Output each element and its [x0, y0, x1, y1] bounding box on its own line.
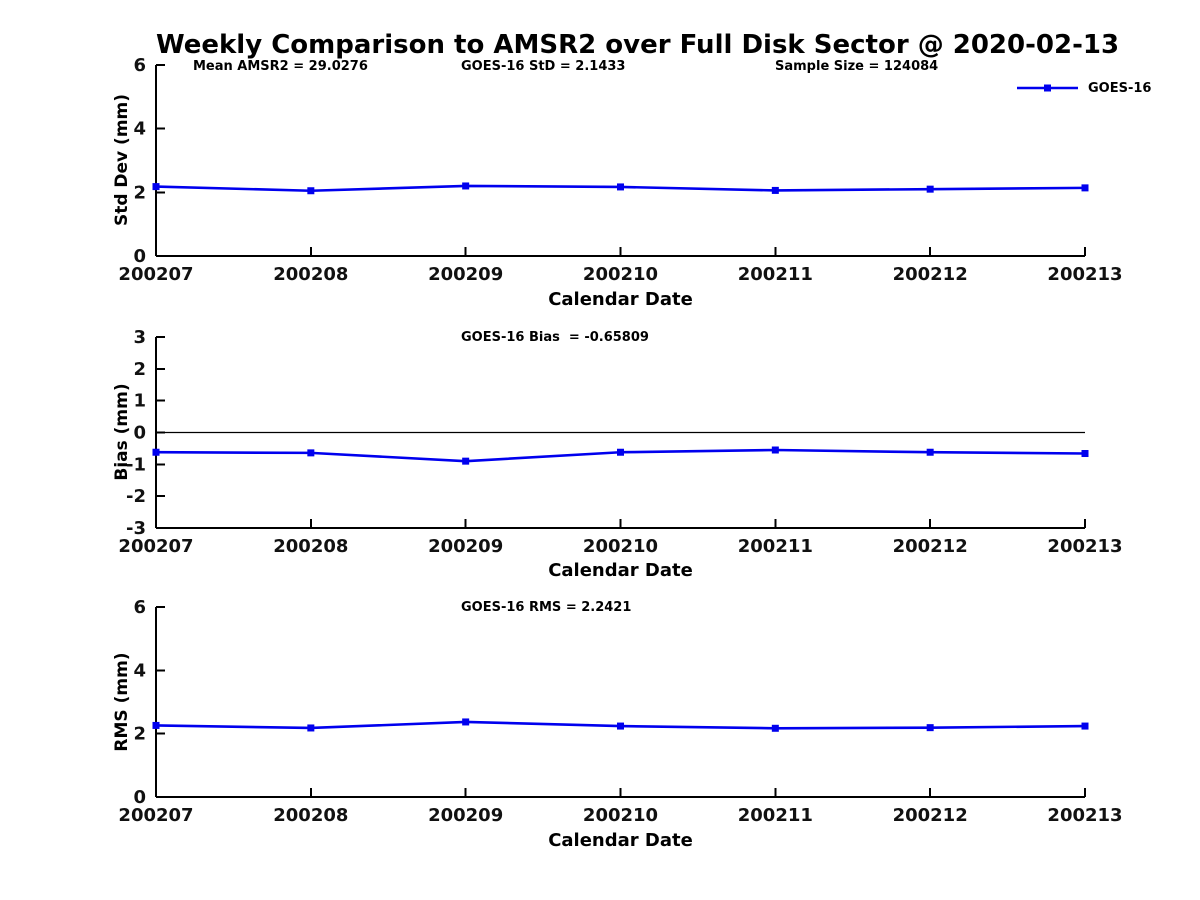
y-tick-label: 0	[133, 423, 146, 444]
legend-swatch	[1017, 84, 1078, 92]
annotation-mean-amsr2: Mean AMSR2 = 29.0276	[193, 59, 368, 74]
annotation-sample-size: Sample Size = 124084	[775, 59, 939, 74]
data-point-marker	[462, 718, 470, 726]
data-point-marker	[926, 185, 934, 193]
y-tick-label: 6	[133, 55, 146, 76]
x-tick-label: 200207	[118, 805, 193, 826]
y-tick-label: 0	[133, 246, 146, 267]
data-point-marker	[152, 183, 160, 191]
x-tick-label: 200208	[273, 536, 348, 557]
y-tick-label: 6	[133, 597, 146, 618]
data-point-marker	[307, 724, 315, 732]
x-tick-label: 200211	[738, 264, 813, 285]
legend-label: GOES-16	[1088, 80, 1152, 96]
x-tick-label: 200209	[428, 536, 503, 557]
data-point-marker	[617, 183, 624, 191]
legend-square-marker-icon	[1044, 84, 1051, 92]
x-tick-label: 200212	[893, 536, 968, 557]
xlabel-rms: Calendar Date	[548, 830, 693, 851]
chart-std_dev: 0 2 4 6 200207 200208 200209 200210 200211 200212…	[118, 55, 1122, 285]
y-tick-label: 4	[133, 119, 146, 140]
x-tick-label: 200210	[583, 536, 658, 557]
y-tick-label: -3	[126, 518, 146, 539]
y-tick-label: 2	[133, 359, 146, 380]
x-tick-label: 200212	[893, 805, 968, 826]
figure-title: Weekly Comparison to AMSR2 over Full Dis…	[156, 30, 1120, 60]
data-point-marker	[462, 457, 470, 465]
y-tick-label: 3	[133, 327, 146, 348]
x-tick-label: 200210	[583, 264, 658, 285]
chart-rms: 0 2 4 6 200207 200208 200209 200210 200211 200212…	[118, 597, 1122, 826]
x-tick-label: 200212	[893, 264, 968, 285]
annotation-goes16-bias: GOES-16 Bias = -0.65809	[461, 330, 649, 345]
y-tick-label: -2	[126, 486, 146, 507]
x-tick-label: 200209	[428, 264, 503, 285]
x-tick-label: 200207	[118, 264, 193, 285]
data-point-marker	[307, 449, 315, 457]
x-tick-label: 200210	[583, 805, 658, 826]
data-point-marker	[1081, 184, 1089, 192]
data-point-marker	[771, 446, 779, 454]
data-point-marker	[771, 186, 779, 194]
x-tick-label: 200211	[738, 536, 813, 557]
annotation-goes16-std: GOES-16 StD = 2.1433	[461, 59, 626, 74]
data-point-marker	[771, 724, 779, 732]
data-point-marker	[1081, 450, 1089, 458]
data-point-marker	[926, 448, 934, 456]
x-tick-label: 200207	[118, 536, 193, 557]
data-point-marker	[617, 448, 624, 456]
data-point-marker	[1081, 722, 1089, 730]
data-point-marker	[152, 448, 160, 456]
legend: GOES-16	[1017, 80, 1151, 96]
y-tick-label: 4	[133, 660, 146, 681]
x-tick-label: 200213	[1047, 264, 1122, 285]
x-tick-label: 200208	[273, 805, 348, 826]
xlabel-bias: Calendar Date	[548, 560, 693, 581]
data-point-marker	[152, 721, 160, 729]
data-point-marker	[926, 724, 934, 732]
y-tick-label: -1	[126, 454, 146, 475]
annotation-goes16-rms: GOES-16 RMS = 2.2421	[461, 600, 632, 615]
y-tick-label: 2	[133, 182, 146, 203]
data-point-marker	[307, 187, 315, 195]
x-tick-label: 200209	[428, 805, 503, 826]
y-tick-label: 0	[133, 787, 146, 808]
x-tick-label: 200213	[1047, 805, 1122, 826]
data-point-marker	[617, 722, 624, 730]
x-tick-label: 200208	[273, 264, 348, 285]
x-tick-label: 200211	[738, 805, 813, 826]
xlabel-std-dev: Calendar Date	[548, 289, 693, 310]
data-point-marker	[462, 182, 470, 190]
y-tick-label: 2	[133, 724, 146, 745]
x-tick-label: 200213	[1047, 536, 1122, 557]
y-tick-label: 1	[133, 391, 146, 412]
